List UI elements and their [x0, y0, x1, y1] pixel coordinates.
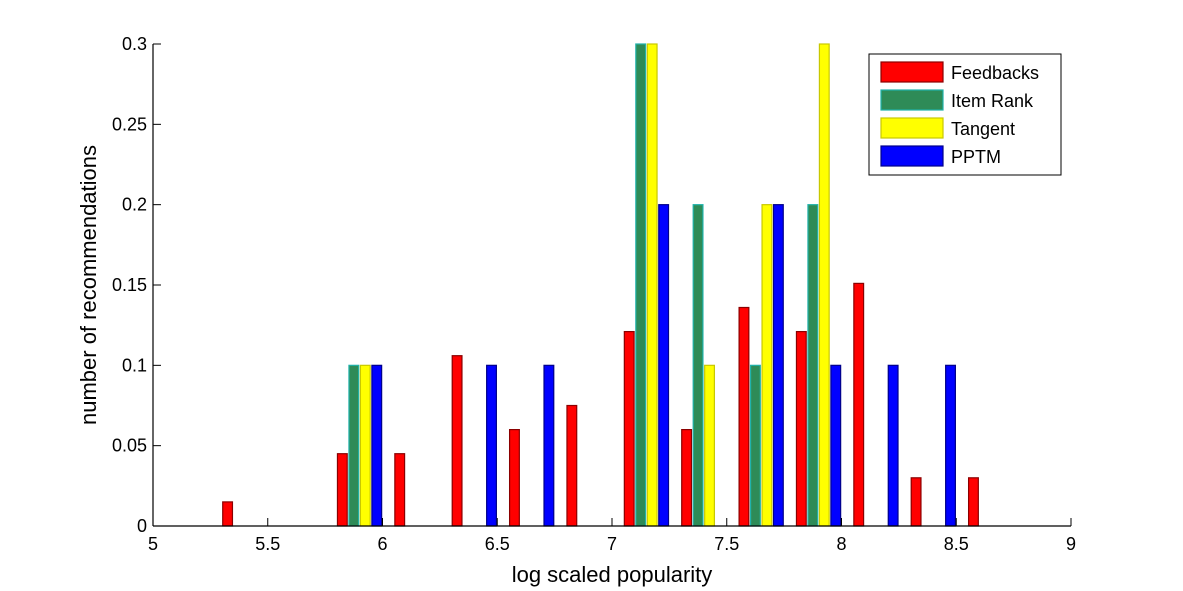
bar-item-rank [692, 204, 704, 527]
bar-feedbacks [623, 330, 635, 527]
x-tick-label: 9 [1066, 534, 1076, 554]
bar-feedbacks [853, 282, 865, 527]
bar-feedbacks [738, 306, 750, 527]
bar-feedbacks [451, 355, 463, 527]
bar-pptm [658, 204, 670, 527]
x-tick-label: 8.5 [944, 534, 969, 554]
x-axis-label: log scaled popularity [512, 562, 713, 587]
axes-layer: 5 5.5 6 6.5 7 7.5 8 8.5 9 0 0.05 0.1 0.15 0.2 0.25 0.3 [112, 34, 1076, 554]
bar-pptm [486, 364, 497, 527]
legend-swatch [880, 89, 944, 111]
bar-item-rank [348, 364, 360, 527]
y-tick-label: 0.2 [122, 195, 147, 215]
x-tick-label: 5.5 [255, 534, 280, 554]
legend-swatch [880, 145, 944, 167]
bar-feedbacks [681, 429, 693, 527]
bar-feedbacks [394, 453, 406, 527]
bar-pptm [371, 364, 383, 527]
bar-pptm [543, 364, 555, 527]
legend-swatch [880, 61, 944, 83]
x-tick-label: 8 [836, 534, 846, 554]
y-tick-label: 0.1 [122, 355, 147, 375]
y-tick-label: 0.05 [112, 436, 147, 456]
bar-feedbacks [795, 330, 807, 527]
bar-feedbacks [967, 477, 979, 527]
bar-feedbacks [222, 501, 234, 527]
bar-pptm [887, 364, 899, 527]
bar-tangent [646, 43, 658, 527]
x-tick-label: 7 [607, 534, 617, 554]
bar-feedbacks [566, 404, 578, 527]
y-tick-label: 0.25 [112, 114, 147, 134]
y-axis-label: number of recommendations [76, 145, 101, 425]
bar-item-rank [807, 204, 819, 527]
bars-layer [222, 43, 979, 527]
bar-feedbacks [508, 429, 520, 527]
legend-entry: PPTM [951, 147, 1001, 167]
legend-swatch [880, 117, 944, 139]
bar-tangent [818, 43, 830, 527]
bar-feedbacks [910, 477, 922, 527]
bar-feedbacks [336, 453, 348, 527]
y-tick-label: 0 [137, 516, 147, 536]
bar-pptm [830, 364, 842, 527]
x-tick-label: 5 [148, 534, 158, 554]
legend-entry: Tangent [951, 119, 1015, 139]
bar-item-rank [749, 364, 761, 527]
y-tick-label: 0.3 [122, 34, 147, 54]
bar-tangent [359, 364, 371, 527]
y-tick-label: 0.15 [112, 275, 147, 295]
bar-pptm [945, 364, 956, 527]
legend-entry: Item Rank [951, 91, 1034, 111]
legend: Feedbacks Item Rank Tangent PPTM [868, 53, 1062, 176]
bar-pptm [772, 204, 784, 527]
bar-item-rank [635, 43, 647, 527]
legend-entry: Feedbacks [951, 63, 1039, 83]
x-tick-label: 6.5 [485, 534, 510, 554]
x-tick-label: 6 [377, 534, 387, 554]
bar-tangent [704, 364, 716, 527]
x-tick-label: 7.5 [714, 534, 739, 554]
bar-tangent [761, 204, 773, 527]
